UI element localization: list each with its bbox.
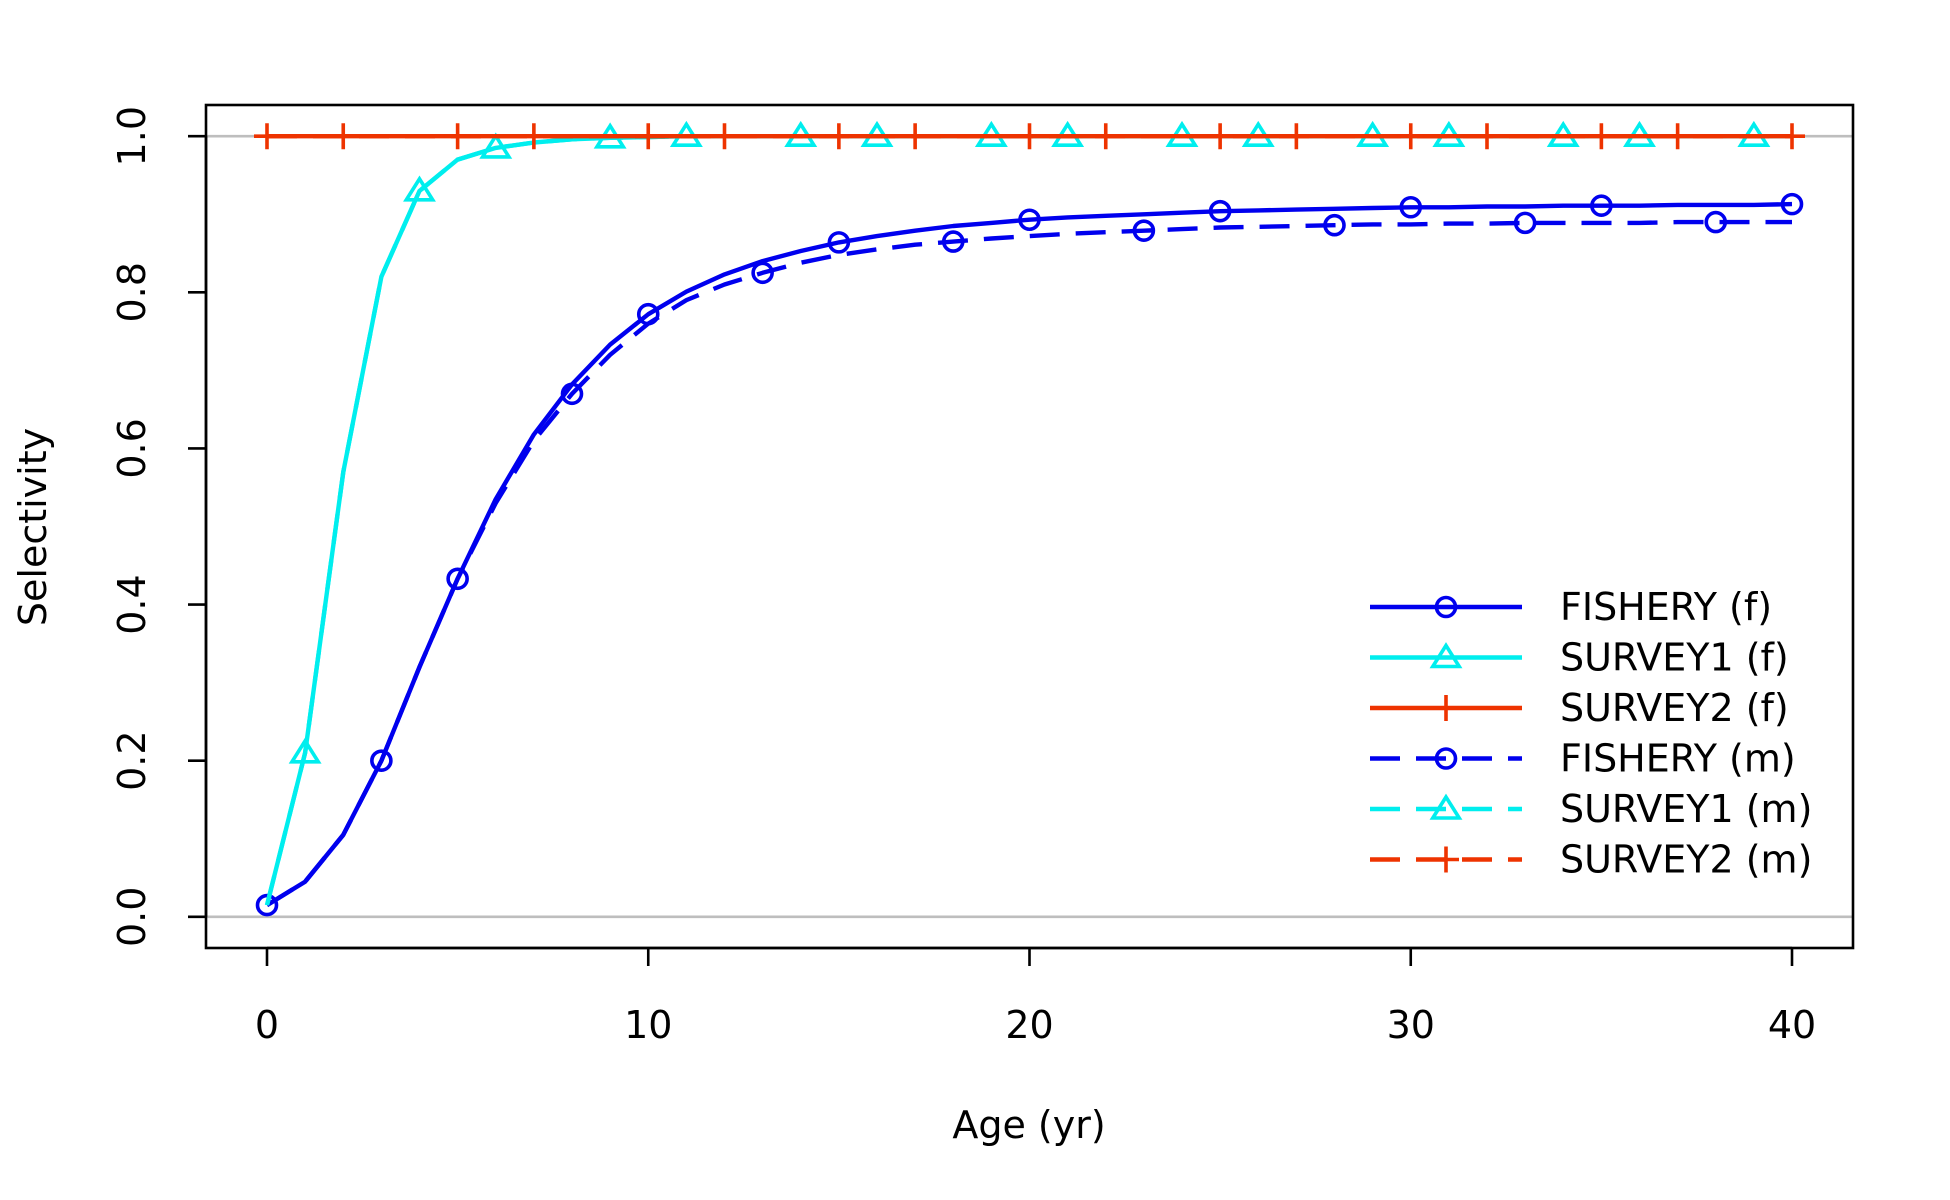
legend-item: SURVEY2 (m) xyxy=(1370,838,1812,882)
data-point-circle xyxy=(1018,208,1041,232)
data-point-circle xyxy=(1208,199,1232,223)
series-fishery-m xyxy=(265,210,1792,907)
series-survey2-f xyxy=(254,123,1805,150)
data-point-circle xyxy=(1399,195,1423,219)
x-axis-title: Age (yr) xyxy=(952,1103,1105,1147)
legend-label: FISHERY (m) xyxy=(1560,737,1796,781)
data-point-circle xyxy=(446,567,469,591)
legend-item: FISHERY (f) xyxy=(1370,585,1772,629)
data-point-circle xyxy=(1780,192,1804,216)
data-point-triangle xyxy=(403,175,436,202)
data-point-circle xyxy=(1323,213,1346,237)
data-point-triangle xyxy=(288,737,322,764)
y-tick-label: 0.4 xyxy=(110,574,154,634)
y-tick-label: 1.0 xyxy=(110,106,154,166)
data-point-circle xyxy=(636,302,660,326)
legend-label: FISHERY (f) xyxy=(1560,585,1772,629)
y-axis-title: Selectivity xyxy=(11,428,55,626)
y-tick-label: 0.2 xyxy=(110,730,154,790)
data-point-plus xyxy=(1433,846,1459,873)
data-point-circle xyxy=(941,230,965,253)
legend-item: SURVEY2 (f) xyxy=(1370,686,1789,730)
data-point-plus xyxy=(254,123,280,150)
x-tick-label: 30 xyxy=(1387,1003,1435,1047)
legend-item: FISHERY (m) xyxy=(1370,737,1796,781)
data-point-circle xyxy=(1132,219,1156,242)
y-tick-label: 0.0 xyxy=(110,887,154,947)
x-tick-label: 20 xyxy=(1005,1003,1053,1047)
data-point-plus xyxy=(1207,123,1234,150)
data-point-circle xyxy=(1513,211,1537,235)
data-point-plus xyxy=(1779,123,1805,150)
data-point-circle xyxy=(1434,595,1458,619)
data-point-plus xyxy=(825,123,852,150)
legend-label: SURVEY1 (m) xyxy=(1560,787,1812,831)
legend-label: SURVEY2 (f) xyxy=(1560,686,1789,730)
x-axis: 0 10 20 30 40 xyxy=(255,946,1816,1047)
data-point-plus xyxy=(444,123,471,150)
data-point-triangle xyxy=(1429,793,1463,820)
y-tick-label: 0.6 xyxy=(110,418,154,478)
data-point-plus xyxy=(1016,123,1043,150)
legend-item: SURVEY1 (f) xyxy=(1370,636,1789,680)
data-point-triangle xyxy=(479,132,513,159)
series-layer xyxy=(254,120,1805,917)
data-point-circle xyxy=(370,749,393,772)
data-point-triangle xyxy=(1429,642,1463,669)
data-point-plus xyxy=(635,123,662,150)
data-point-circle xyxy=(1704,210,1728,234)
series-line xyxy=(265,219,1792,907)
data-point-circle xyxy=(255,893,279,917)
legend-label: SURVEY2 (m) xyxy=(1560,838,1812,882)
data-point-plus xyxy=(1433,695,1459,721)
data-point-plus xyxy=(1397,123,1424,150)
legend-item: SURVEY1 (m) xyxy=(1370,787,1812,831)
data-point-circle xyxy=(1590,194,1613,217)
x-tick-label: 10 xyxy=(624,1003,672,1047)
legend: FISHERY (f) SURVEY1 (f) SURVEY2 (f) FISHERY… xyxy=(1370,585,1812,882)
data-point-plus xyxy=(1588,123,1615,150)
y-tick-label: 0.8 xyxy=(110,262,154,322)
series-line xyxy=(265,201,1793,907)
data-point-circle xyxy=(827,231,851,254)
x-tick-label: 40 xyxy=(1768,1003,1816,1047)
legend-label: SURVEY1 (f) xyxy=(1560,636,1789,680)
x-tick-label: 0 xyxy=(255,1003,279,1047)
y-axis: 0.0 0.2 0.4 0.6 0.8 1.0 xyxy=(110,106,208,947)
series-fishery-f xyxy=(255,192,1804,917)
data-point-circle xyxy=(1434,747,1458,770)
